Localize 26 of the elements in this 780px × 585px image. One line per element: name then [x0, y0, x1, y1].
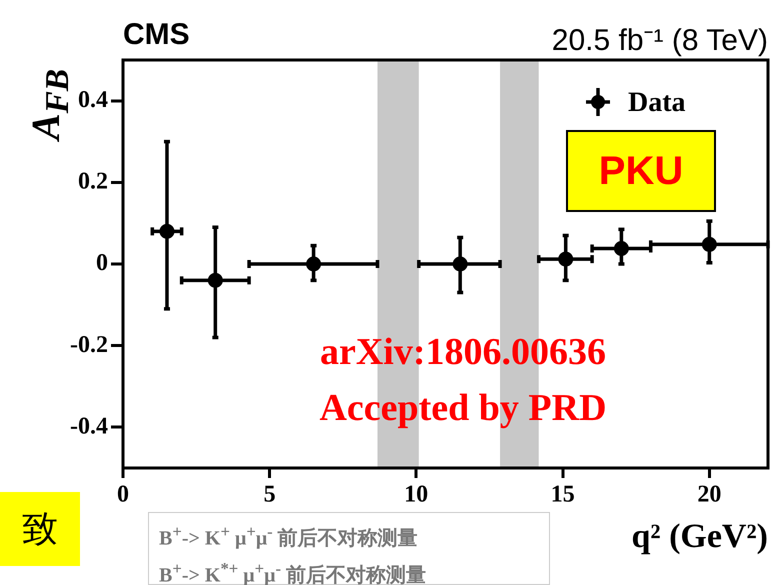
annotation: Accepted by PRD [318, 386, 608, 430]
y-tick-label: 0.4 [78, 87, 108, 114]
y-tick-label: 0 [96, 250, 108, 276]
point [306, 256, 322, 272]
annotation: PKU [566, 130, 716, 212]
point [558, 252, 574, 267]
chart-subtitle: 20.5 fb⁻¹ (8 TeV) [552, 23, 768, 59]
text: B$^{+}$-> K$^{+}$ μ$^{+}$μ$^{-}$ 前后不对称测量 [159, 522, 418, 550]
point [208, 272, 223, 288]
point [614, 240, 629, 256]
y-tick-label: -0.2 [70, 332, 108, 358]
point [159, 224, 174, 239]
annotation: arXiv:1806.00636 [318, 330, 608, 374]
x-tick-label: 5 [264, 482, 276, 508]
point [702, 236, 717, 252]
x-tick-label: 10 [404, 482, 428, 508]
x-axis-title: q² (GeV²) [631, 518, 768, 556]
text: 致 [0, 492, 80, 566]
x-tick-label: 20 [697, 482, 722, 508]
legend-label: Data [628, 87, 686, 118]
x-tick-label: 0 [117, 482, 129, 508]
chart-title: CMS [123, 18, 190, 52]
x-tick-label: 15 [550, 482, 575, 508]
y-tick-label: 0.2 [78, 168, 108, 195]
point [452, 256, 468, 272]
y-tick-label: -0.4 [70, 413, 108, 440]
